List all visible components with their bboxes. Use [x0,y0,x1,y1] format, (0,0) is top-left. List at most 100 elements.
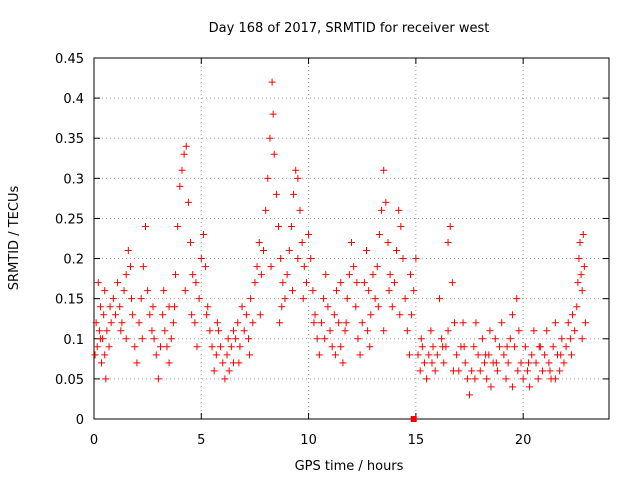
data-point [360,279,368,287]
data-point [307,255,315,263]
data-point [187,239,195,247]
data-point [571,327,579,335]
y-tick-label: 0.45 [55,52,84,67]
data-point [111,311,119,319]
data-point [219,359,227,367]
data-point [395,206,403,214]
data-point [526,383,534,391]
data-point [498,319,506,327]
y-tick-label: 0.4 [63,92,84,107]
data-point [144,287,152,295]
data-point [315,351,323,359]
data-point [236,343,244,351]
data-point [101,287,109,295]
data-point [296,206,304,214]
data-point [281,295,289,303]
data-point [513,295,521,303]
data-point [380,166,388,174]
data-point [451,319,458,327]
data-point [191,319,199,327]
data-point [103,327,111,335]
data-point [272,190,280,198]
data-point [342,319,350,327]
data-point [503,343,511,351]
data-point [320,295,328,303]
data-point [294,174,302,182]
data-point [98,359,106,367]
data-point [288,287,296,295]
data-point [438,335,446,343]
data-point [165,303,173,311]
data-point [384,239,392,247]
data-point [483,375,491,383]
data-point [474,351,482,359]
data-point [431,367,439,375]
data-point [423,375,431,383]
data-point [249,319,257,327]
plot-frame [93,57,610,420]
data-point [305,230,313,238]
data-point [181,287,189,295]
data-point [257,271,265,279]
x-tick-label: 15 [408,433,425,448]
data-point [268,78,276,86]
data-point [92,319,100,327]
data-point [197,255,205,263]
data-point [242,311,250,319]
data-point [557,351,565,359]
data-point [290,190,298,198]
data-point [199,230,207,238]
data-point [414,351,422,359]
data-point [343,295,351,303]
data-point [364,327,372,335]
data-point [574,279,582,287]
data-point [339,359,347,367]
data-point [178,166,186,174]
data-point [298,239,306,247]
x-tick-label: 10 [300,433,317,448]
data-point [299,295,307,303]
data-point [405,351,413,359]
data-point [449,367,457,375]
data-point [493,367,501,375]
data-point [100,311,108,319]
data-point [352,303,360,311]
data-point [560,359,568,367]
data-point [146,311,154,319]
data-point [463,375,471,383]
data-point [283,271,291,279]
data-point [229,327,237,335]
data-point [444,239,452,247]
data-point [188,311,196,319]
data-point [208,343,216,351]
data-point [378,206,386,214]
data-point [260,247,268,255]
data-point [549,343,557,351]
data-point [481,359,489,367]
axis-ticks: 0 0.05 0.1 0.15 0.2 0.25 0.3 0.35 0.4 0.45 0 5 10 15 2… [55,52,609,448]
data-point [508,311,516,319]
data-point [410,287,418,295]
data-point [131,343,139,351]
data-point [478,335,486,343]
y-tick-label: 0.1 [63,333,84,348]
data-point [279,279,287,287]
data-point [105,343,113,351]
data-point [558,335,566,343]
data-point [163,343,171,351]
data-point [461,359,469,367]
data-point [266,134,274,142]
data-point [167,335,175,343]
data-point [192,279,200,287]
data-point [234,319,242,327]
x-axis-label: GPS time / hours [295,459,404,474]
data-point [541,351,549,359]
data-point [390,279,398,287]
data-point [577,271,585,279]
data-point [221,375,229,383]
data-point [107,319,115,327]
data-point [135,319,143,327]
data-point [420,359,428,367]
data-point [160,287,168,295]
